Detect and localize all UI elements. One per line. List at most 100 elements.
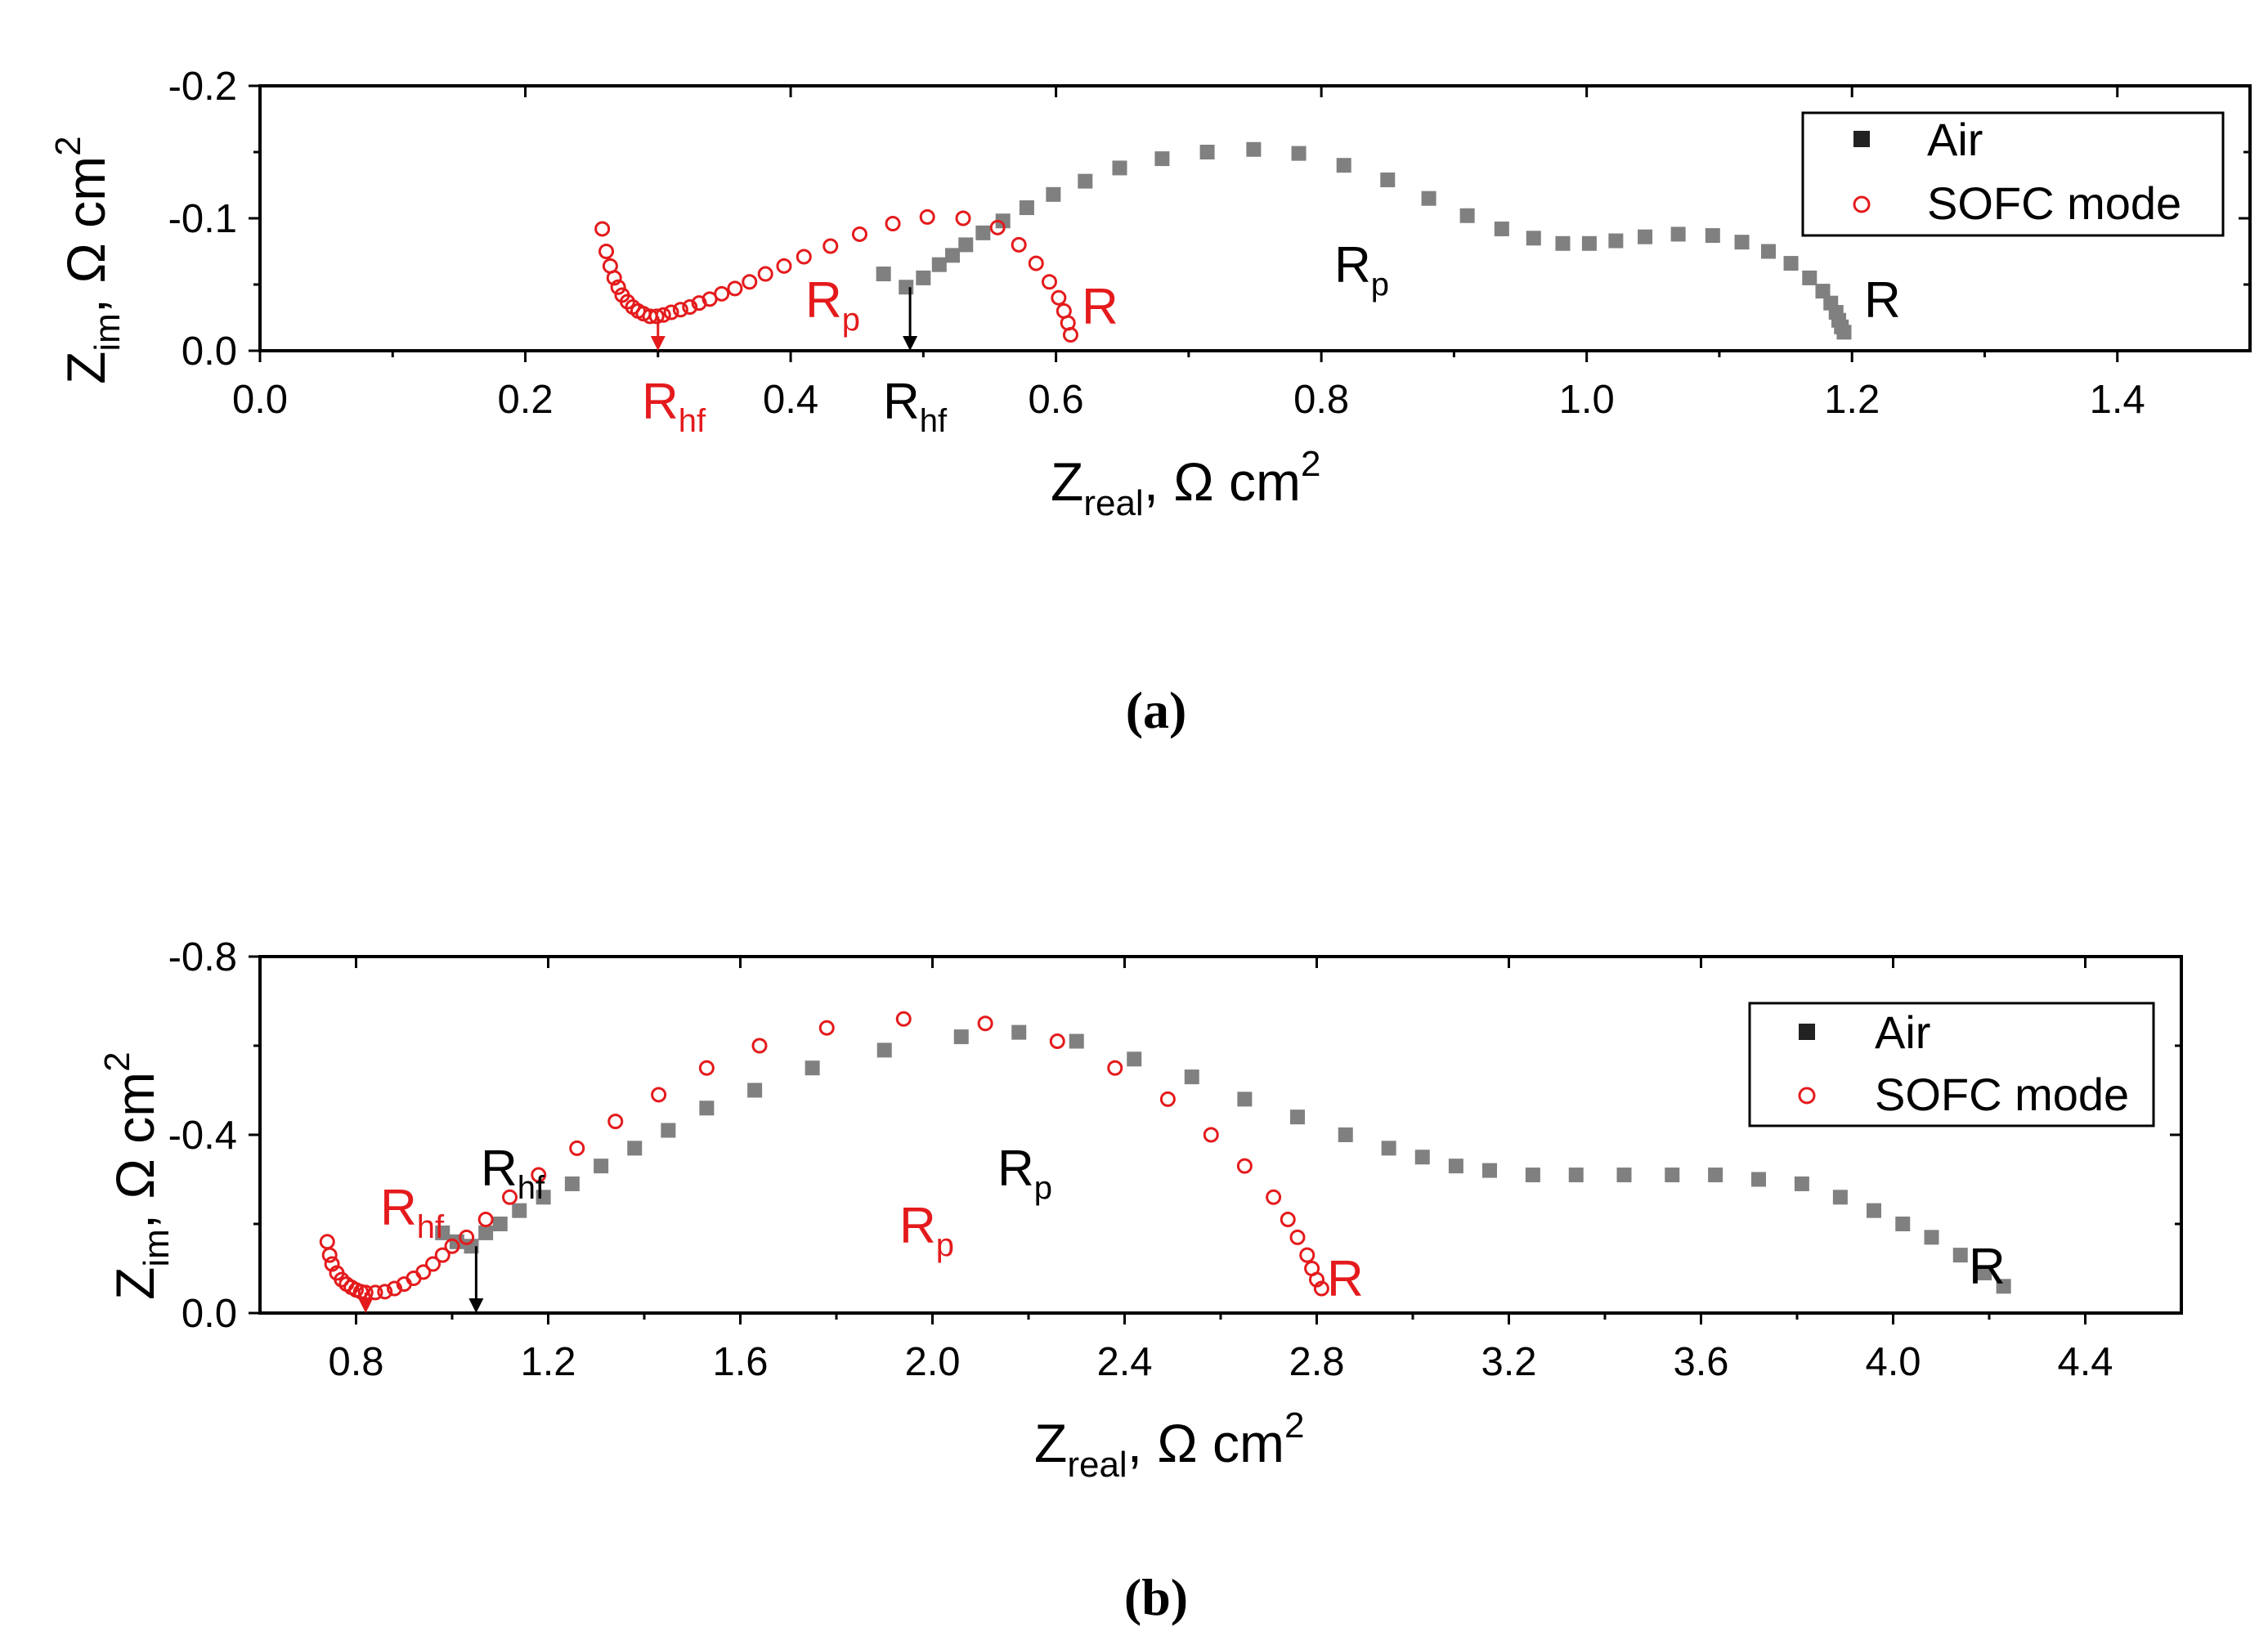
panel-b-x-tick-label: 3.6 (1673, 1340, 1728, 1384)
panel-b-sofc-point (698, 1060, 715, 1076)
panel-a-sofc-point (606, 270, 622, 286)
panel-b-y-tick-label: -0.4 (168, 1114, 237, 1158)
panel-b-y-tick-label: -0.8 (168, 935, 237, 979)
panel-a-anno-black-rhf-main: R (883, 374, 920, 430)
panel-a-x-tick-label: 0.0 (232, 378, 288, 422)
panel-b-sofc-point (1313, 1280, 1329, 1297)
panel-b-plot-area: 0.8 1.2 1.6 2.0 2.4 2.8 3.2 3.6 4.0 4.4 0.0 -0.4 -0… (168, 935, 2183, 1384)
panel-b-air-point (1414, 1150, 1430, 1165)
panel-b-sofc-point (1236, 1158, 1253, 1174)
panel-b-legend-air-marker (1799, 1024, 1815, 1040)
panel-a-sofc-point (663, 304, 679, 320)
panel-a-air-point (1836, 325, 1852, 340)
panel-b-air-point (1794, 1176, 1809, 1191)
panel-b-legend-sofc-marker (1798, 1087, 1816, 1105)
panel-a-ylabel-sub: im (87, 313, 128, 351)
panel-a-legend-box (1801, 111, 2225, 237)
panel-b-xlabel-sup: 2 (1284, 1405, 1304, 1446)
panel-b-air-point (805, 1060, 820, 1076)
panel-b-x-tick-label: 2.8 (1289, 1340, 1344, 1384)
panel-b-xlabel-main: Z (1034, 1413, 1067, 1473)
panel-b-anno-red-rhf: Rhf (380, 1180, 445, 1245)
panel-a-air-point (1734, 235, 1750, 250)
panel-b-sofc-point (502, 1189, 518, 1205)
panel-a-air-point (1336, 158, 1351, 173)
panel-a-air-point (1046, 186, 1061, 202)
panel-a-anno-red-rhf-main: R (642, 374, 679, 430)
panel-a-air-point (1608, 233, 1624, 249)
panel-b-anno-red-r-main: R (1327, 1251, 1364, 1307)
panel-a-anno-black-rhf: Rhf (883, 374, 948, 439)
panel-a-x-axis-label: Zreal, Ω cm2 (1051, 444, 1321, 523)
panel-a-y-axis-label: Zim, Ω cm2 (48, 136, 128, 384)
panel-a-air-point (1705, 228, 1720, 244)
panel-a-ylabel-main: Z (56, 352, 116, 384)
panel-a-anno-black-rp: Rp (1334, 237, 1389, 303)
panel-b-air-point (1867, 1203, 1881, 1218)
panel-a-label: (a) (1126, 681, 1187, 739)
panel-a-sofc-point (1051, 289, 1067, 306)
panel-b-sofc-point (651, 1087, 667, 1103)
panel-a-air-point (1421, 190, 1437, 206)
panel-b-anno-black-rp: Rp (997, 1141, 1052, 1206)
panel-b-sofc-point (531, 1167, 547, 1183)
panel-b-air-point (661, 1123, 676, 1138)
panel-b-air-point (1482, 1163, 1497, 1178)
panel-b-air-point (699, 1100, 715, 1116)
panel-b-sofc-point (367, 1284, 383, 1301)
panel-a-ylabel-sup: 2 (48, 136, 88, 155)
panel-a-sofc-point (796, 249, 812, 265)
panel-a-series (594, 141, 1852, 343)
panel-b-air-point (594, 1159, 609, 1174)
panel-a-anno-red-rp-main: R (805, 272, 842, 329)
panel-b-sofc-point (334, 1271, 350, 1288)
panel-b-arrows (358, 1246, 484, 1313)
panel-a-anno-red-r: R (1082, 279, 1118, 335)
panel-b-sofc-point (818, 1020, 835, 1036)
panel-a-anno-red-rp: Rp (805, 272, 860, 338)
panel-b-x-tick-label: 2.4 (1096, 1340, 1152, 1384)
panel-a-air-point (931, 257, 947, 272)
panel-a-sofc-point (742, 274, 758, 290)
panel-b-air-point (1924, 1230, 1939, 1245)
panel-a-air-point (916, 270, 931, 285)
panel-a-legend-air-marker (1853, 131, 1870, 147)
panel-b-x-tick-label: 2.0 (904, 1340, 960, 1384)
panel-b-air-point (1127, 1051, 1142, 1067)
panel-b-anno-red-r: R (1327, 1251, 1364, 1307)
panel-b-x-tick-label: 4.4 (2057, 1340, 2113, 1384)
panel-a-xlabel-main: Z (1051, 451, 1083, 512)
panel-a-anno-black-r-main: R (1864, 272, 1901, 329)
panel-a-anno-black-rhf-sub: hf (920, 403, 948, 439)
panel-b-xlabel-sub: real (1067, 1445, 1127, 1485)
panel-b-sofc-point (607, 1114, 624, 1130)
panel-a-sofc-point (598, 244, 615, 259)
panel-a-y-ticks: 0.0 -0.1 -0.2 (168, 65, 2250, 374)
panel-a-air-point (1494, 221, 1509, 236)
panel-b-air-point (1616, 1168, 1632, 1183)
panel-b-ylabel-main: Z (105, 1267, 165, 1300)
panel-b-air-point (1568, 1168, 1584, 1183)
panel-b-sofc-point (377, 1284, 393, 1300)
panel-b-air-point (564, 1176, 580, 1191)
panel-b-air-point (876, 1042, 892, 1058)
panel-a-xlabel-sup: 2 (1301, 444, 1320, 484)
panel-b-air-point (1069, 1033, 1084, 1049)
panel-b-legend-air-label: Air (1875, 1006, 1930, 1058)
panel-b-sofc-point (569, 1140, 585, 1156)
panel-b-sofc-point (434, 1247, 450, 1263)
panel-a-air-point (1291, 146, 1307, 161)
panel-b-air-point (1381, 1141, 1396, 1156)
panel-a-anno-red-rhf: Rhf (642, 374, 706, 439)
panel-a-sofc-point (1011, 236, 1027, 253)
panel-a-sofc-point (989, 219, 1006, 235)
panel-b-air-point (1338, 1127, 1353, 1142)
panel-a-series-air (876, 141, 1852, 340)
panel-b-sofc-point (1299, 1247, 1316, 1263)
panel-b-air-point (1895, 1217, 1911, 1231)
panel-a-air-point (1815, 284, 1831, 299)
panel-a-sofc-point (822, 238, 839, 254)
panel-b-air-point (536, 1190, 551, 1205)
panel-b-sofc-point (1049, 1033, 1065, 1050)
